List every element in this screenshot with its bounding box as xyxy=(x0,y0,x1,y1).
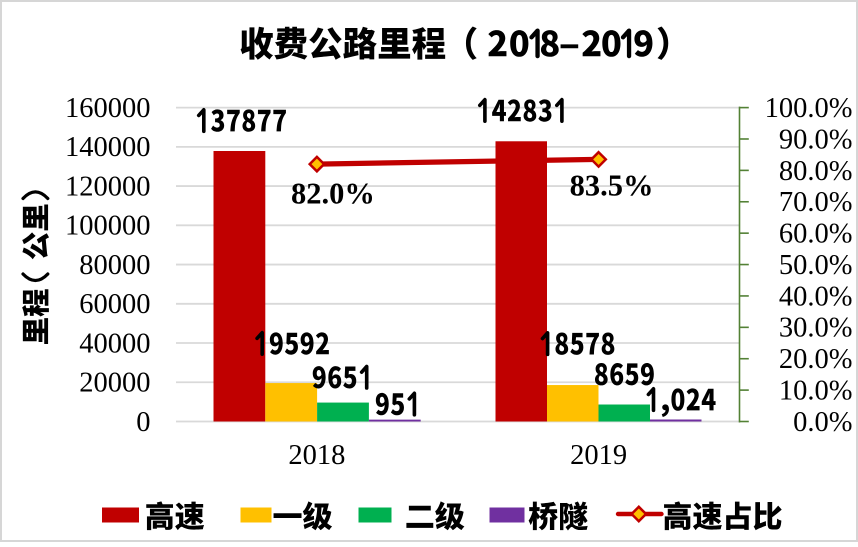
svg-text:20000: 20000 xyxy=(79,368,150,399)
svg-text:50.0%: 50.0% xyxy=(779,250,853,281)
svg-text:120000: 120000 xyxy=(65,172,151,203)
svg-text:100000: 100000 xyxy=(65,211,151,242)
svg-text:82.0%: 82.0% xyxy=(291,176,375,210)
svg-text:140000: 140000 xyxy=(65,132,151,163)
svg-text:70.0%: 70.0% xyxy=(779,187,853,218)
svg-text:20.0%: 20.0% xyxy=(779,344,853,375)
svg-text:40000: 40000 xyxy=(79,328,150,359)
svg-text:90.0%: 90.0% xyxy=(779,124,853,155)
svg-text:30.0%: 30.0% xyxy=(779,313,853,344)
svg-text:60.0%: 60.0% xyxy=(779,219,853,250)
svg-text:80.0%: 80.0% xyxy=(779,156,853,187)
svg-text:100.0%: 100.0% xyxy=(765,93,853,124)
svg-text:0: 0 xyxy=(136,407,150,438)
svg-text:160000: 160000 xyxy=(65,93,151,124)
svg-text:2018: 2018 xyxy=(288,440,345,471)
svg-text:80000: 80000 xyxy=(79,250,150,281)
svg-text:60000: 60000 xyxy=(79,289,150,320)
svg-text:40.0%: 40.0% xyxy=(779,281,853,312)
svg-text:83.5%: 83.5% xyxy=(570,169,654,203)
svg-text:10.0%: 10.0% xyxy=(779,376,853,407)
svg-text:0.0%: 0.0% xyxy=(793,407,852,438)
svg-text:2019: 2019 xyxy=(570,440,627,471)
